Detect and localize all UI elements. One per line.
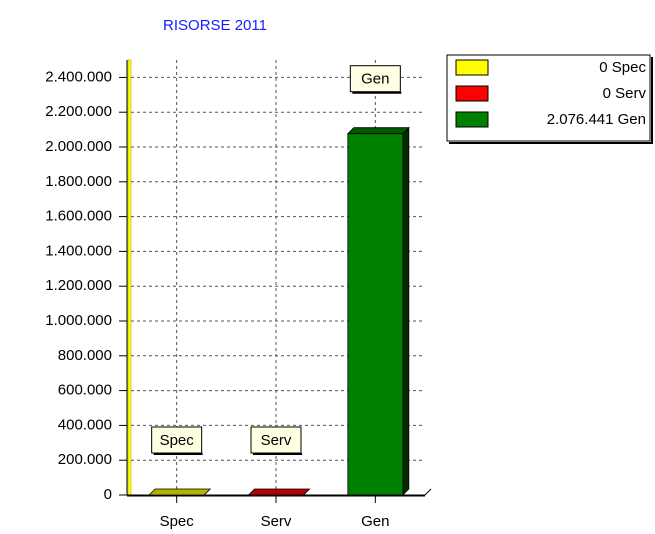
legend-swatch	[455, 59, 489, 76]
y-tick-label: 0	[104, 486, 112, 503]
legend-label: 0 Serv	[603, 85, 647, 102]
y-tick-label: 200.000	[58, 451, 112, 468]
bar-top	[148, 488, 212, 496]
floor	[127, 488, 432, 496]
legend-shadow	[449, 57, 653, 144]
legend-value: 0	[603, 85, 611, 102]
legend-name: Gen	[618, 111, 646, 128]
legend-swatch	[455, 111, 489, 128]
bar-side	[402, 126, 410, 496]
y-tick-label: 600.000	[58, 382, 112, 399]
bar-top	[346, 127, 410, 135]
y-tick-label: 1.200.000	[45, 277, 112, 294]
y-tick-label: 1.600.000	[45, 208, 112, 225]
x-tick-label: Serv	[261, 513, 292, 530]
legend-label: 2.076.441 Gen	[547, 111, 646, 128]
x-tick-label: Gen	[361, 513, 389, 530]
y-tick-label: 1.400.000	[45, 242, 112, 259]
bar-label: Serv	[261, 432, 292, 449]
y-tick-label: 1.000.000	[45, 312, 112, 329]
y-tick-label: 800.000	[58, 347, 112, 364]
legend-value: 0	[599, 59, 607, 76]
legend-value: 2.076.441	[547, 111, 614, 128]
y-tick-label: 2.200.000	[45, 103, 112, 120]
y-tick-label: 400.000	[58, 416, 112, 433]
y-tick-label: 2.400.000	[45, 68, 112, 85]
bar	[347, 133, 404, 496]
legend-swatch	[455, 85, 489, 102]
bar-top	[247, 488, 311, 496]
chart-title: RISORSE 2011	[163, 17, 267, 34]
y-tick-label: 1.800.000	[45, 173, 112, 190]
bar-label: Spec	[160, 432, 195, 449]
legend-name: Spec	[612, 59, 647, 76]
legend-name: Serv	[615, 85, 646, 102]
x-tick-label: Spec	[160, 513, 195, 530]
bar-label: Gen	[361, 71, 389, 88]
y-tick-label: 2.000.000	[45, 138, 112, 155]
bar-label-box	[151, 426, 203, 454]
legend-label: 0 Spec	[599, 59, 646, 76]
axis-wall	[127, 59, 132, 496]
bar-label-box	[250, 426, 302, 454]
